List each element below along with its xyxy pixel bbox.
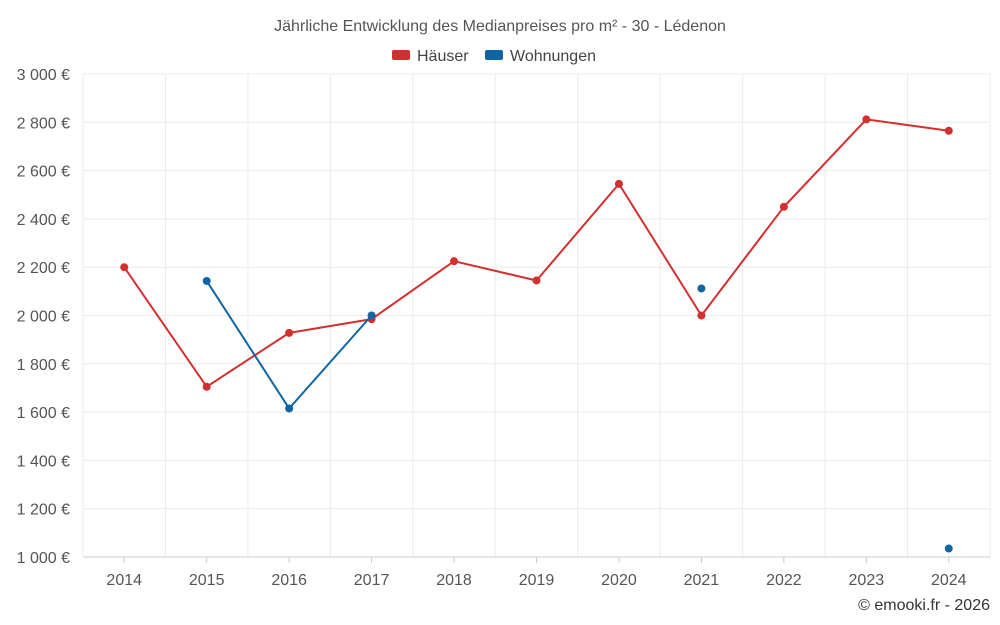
data-point-haeuser[interactable] (779, 202, 788, 211)
series-haeuser (120, 115, 953, 391)
data-point-haeuser[interactable] (285, 328, 294, 337)
data-point-wohnungen[interactable] (944, 544, 953, 553)
plot-area (120, 115, 953, 553)
x-tick-label: 2016 (271, 572, 307, 589)
y-tick-label: 3 000 € (17, 67, 70, 84)
legend-label-haeuser: Häuser (417, 48, 469, 65)
x-tick-label: 2024 (931, 572, 967, 589)
data-point-haeuser[interactable] (862, 115, 871, 124)
legend-label-wohnungen: Wohnungen (510, 48, 596, 65)
data-point-haeuser[interactable] (202, 382, 211, 391)
y-tick-label: 2 600 € (17, 164, 70, 181)
legend-swatch-haeuser (392, 50, 410, 60)
y-tick-label: 1 400 € (17, 453, 70, 470)
credit-text: © emooki.fr - 2026 (858, 597, 990, 614)
x-tick-label: 2014 (106, 572, 142, 589)
data-point-wohnungen[interactable] (285, 404, 294, 413)
legend-item-haeuser[interactable]: Häuser (392, 48, 469, 65)
y-tick-label: 2 200 € (17, 260, 70, 277)
series-wohnungen (202, 276, 953, 553)
y-axis: 1 000 € 1 200 € 1 400 € 1 600 € 1 800 € 2 000… (17, 67, 70, 567)
y-tick-label: 1 800 € (17, 357, 70, 374)
data-point-haeuser[interactable] (120, 263, 129, 272)
x-tick-label: 2020 (601, 572, 637, 589)
data-point-wohnungen[interactable] (202, 276, 211, 285)
y-tick-label: 1 000 € (17, 550, 70, 567)
y-tick-label: 1 600 € (17, 405, 70, 422)
data-point-haeuser[interactable] (944, 126, 953, 135)
x-tick-label: 2018 (436, 572, 472, 589)
data-point-haeuser[interactable] (450, 257, 459, 266)
legend: Häuser Wohnungen (392, 48, 596, 65)
grid (82, 73, 991, 557)
data-point-haeuser[interactable] (532, 276, 541, 285)
x-tick-label: 2019 (519, 572, 555, 589)
data-point-haeuser[interactable] (614, 179, 623, 188)
data-point-wohnungen[interactable] (697, 284, 706, 293)
data-point-wohnungen[interactable] (367, 311, 376, 320)
x-tick-label: 2023 (849, 572, 885, 589)
series-line-wohnungen (205, 280, 373, 410)
y-tick-label: 2 400 € (17, 212, 70, 229)
legend-swatch-wohnungen (485, 50, 503, 60)
legend-item-wohnungen[interactable]: Wohnungen (485, 48, 596, 65)
x-axis: 2014 2015 2016 2017 2018 2019 2020 2021 2022 2023… (83, 556, 990, 589)
x-tick-label: 2017 (354, 572, 390, 589)
y-tick-label: 1 200 € (17, 502, 70, 519)
x-tick-label: 2021 (684, 572, 720, 589)
y-tick-label: 2 000 € (17, 309, 70, 326)
x-tick-label: 2015 (189, 572, 225, 589)
y-tick-label: 2 800 € (17, 115, 70, 132)
data-point-haeuser[interactable] (697, 311, 706, 320)
chart-title: Jährliche Entwicklung des Medianpreises … (274, 18, 726, 35)
x-tick-label: 2022 (766, 572, 802, 589)
